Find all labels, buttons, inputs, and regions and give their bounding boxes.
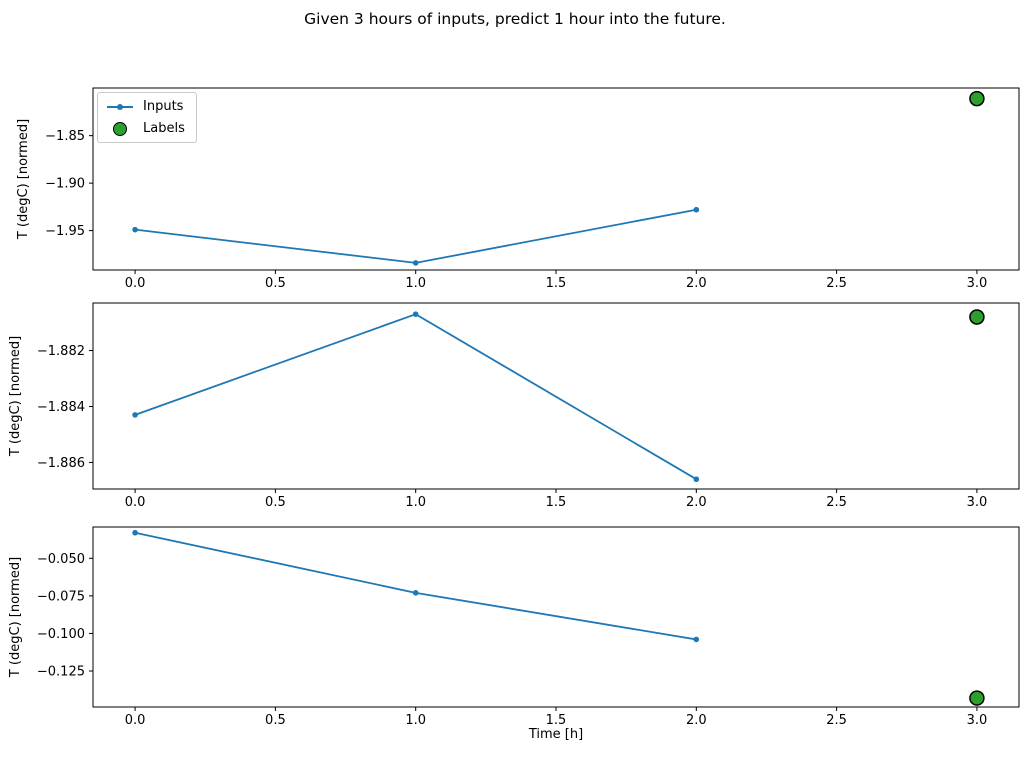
x-tick-label: 2.5 xyxy=(826,713,847,728)
x-tick-label: 0.5 xyxy=(265,713,286,728)
legend-item-inputs: Inputs xyxy=(107,99,185,114)
y-tick-label: −1.95 xyxy=(45,224,85,239)
input-marker xyxy=(693,206,700,213)
x-tick-label: 1.5 xyxy=(546,713,567,728)
x-tick-label: 0.0 xyxy=(125,713,146,728)
x-tick-label: 2.5 xyxy=(826,276,847,291)
legend-item-labels: Labels xyxy=(107,121,185,136)
subplot-2: 0.0 0.5 1.0 1.5 2.0 2.5 3.0 −1.882 −1.884 −1.886 T… xyxy=(8,302,1020,510)
axes-frame xyxy=(92,87,1020,271)
label-marker xyxy=(969,309,985,325)
inputs-line xyxy=(134,531,697,641)
x-tick-label: 2.5 xyxy=(826,495,847,510)
x-tick-label: 1.0 xyxy=(405,713,426,728)
y-tick-label: −1.882 xyxy=(37,344,85,359)
x-tick-label: 3.0 xyxy=(967,276,988,291)
x-tick-label: 1.5 xyxy=(546,495,567,510)
y-axis-label: T (degC) [normed] xyxy=(16,119,31,240)
x-tick-label: 3.0 xyxy=(967,495,988,510)
input-marker xyxy=(412,260,419,266)
inputs-line xyxy=(134,313,697,480)
y-tick-label: −1.886 xyxy=(37,456,85,471)
x-tick-label: 3.0 xyxy=(967,713,988,728)
inputs-line-marker-icon xyxy=(107,103,133,110)
y-tick-label: −0.075 xyxy=(37,589,85,604)
input-marker xyxy=(412,311,419,317)
label-marker xyxy=(969,90,985,107)
x-tick-label: 1.0 xyxy=(405,495,426,510)
legend-label-labels: Labels xyxy=(143,121,185,136)
label-marker xyxy=(969,690,985,706)
x-tick-label: 1.5 xyxy=(546,276,567,291)
y-tick-label: −1.90 xyxy=(45,177,85,192)
x-tick-label: 1.0 xyxy=(405,276,426,291)
x-tick-label: 0.0 xyxy=(125,495,146,510)
y-tick-label: −1.85 xyxy=(45,129,85,144)
x-tick-label: 0.5 xyxy=(265,495,286,510)
legend: Inputs Labels xyxy=(97,92,197,143)
input-marker xyxy=(412,590,419,596)
input-marker xyxy=(132,412,138,418)
x-tick-label: 2.0 xyxy=(686,713,707,728)
x-axis-label: Time [h] xyxy=(528,727,584,742)
input-marker xyxy=(693,636,700,643)
x-tick-label: 2.0 xyxy=(686,276,707,291)
input-marker xyxy=(693,476,700,483)
chart-title: Given 3 hours of inputs, predict 1 hour … xyxy=(304,10,726,28)
input-marker xyxy=(132,226,138,233)
x-tick-label: 0.0 xyxy=(125,276,146,291)
y-tick-label: −0.100 xyxy=(37,627,85,642)
x-tick-label: 2.0 xyxy=(686,495,707,510)
y-tick-label: −0.125 xyxy=(37,665,85,680)
y-axis-label: T (degC) [normed] xyxy=(8,336,23,457)
x-tick-label: 0.5 xyxy=(265,276,286,291)
legend-label-inputs: Inputs xyxy=(143,99,184,114)
y-axis-label: T (degC) [normed] xyxy=(8,557,23,678)
y-tick-label: −1.884 xyxy=(37,400,85,415)
y-tick-label: −0.050 xyxy=(37,552,85,567)
subplot-3: 0.0 0.5 1.0 1.5 2.0 2.5 3.0 −0.050 −0.075 −0.100 −… xyxy=(8,526,1020,728)
green-circle-icon xyxy=(107,121,133,136)
input-marker xyxy=(132,529,138,536)
subplot-1: 0.0 0.5 1.0 1.5 2.0 2.5 3.0 −1.85 −1.90 −1.95 T (d… xyxy=(16,87,1020,291)
inputs-line xyxy=(134,208,697,264)
